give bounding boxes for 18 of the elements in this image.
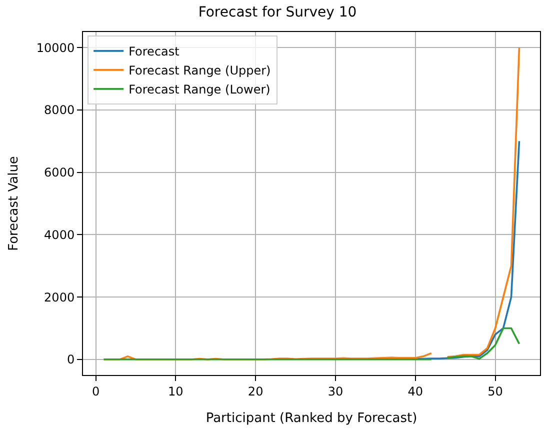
x-axis-title: Participant (Ranked by Forecast) [206,411,418,426]
x-tick-label: 30 [328,384,344,398]
legend-label: Forecast Range (Lower) [128,82,270,97]
x-tick-label: 20 [248,384,264,398]
legend-label: Forecast Range (Upper) [128,64,271,78]
x-tick-label: 40 [408,384,423,398]
y-tick-label: 2000 [44,290,75,304]
y-tick-label: 8000 [44,103,75,118]
x-tick-label: 50 [488,384,503,398]
y-tick-label: 10000 [36,40,75,55]
x-tick-label: 10 [168,384,184,398]
y-tick-label: 6000 [44,166,75,180]
legend-label: Forecast [128,44,180,59]
y-tick-label: 4000 [44,228,75,242]
y-tick-label: 0 [66,352,75,367]
chart-title: Forecast for Survey 10 [198,4,357,20]
x-tick-label: 0 [92,384,100,398]
y-axis-title: Forecast Value [6,156,22,251]
